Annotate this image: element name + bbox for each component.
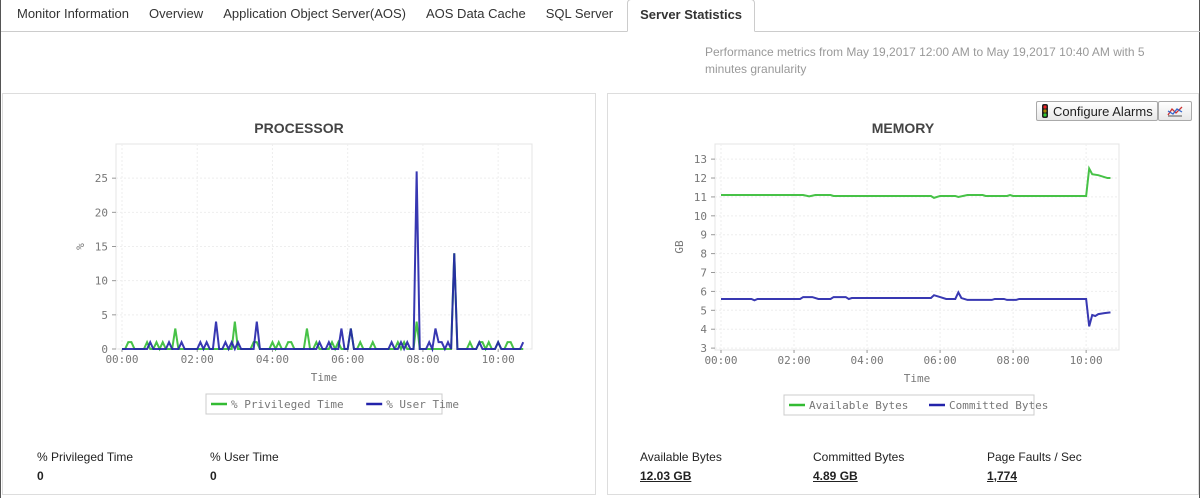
line-chart-icon: [1167, 106, 1183, 117]
x-tick-label: 06:00: [331, 353, 364, 366]
y-tick-label: 6: [700, 285, 707, 298]
y-tick-label: 3: [700, 342, 707, 355]
x-axis-label: Time: [904, 372, 931, 385]
legend-label: Available Bytes: [809, 399, 908, 412]
x-tick-label: 10:00: [482, 353, 515, 366]
stat-page-faults: Page Faults / Sec 1,774: [987, 450, 1082, 483]
y-tick-label: 8: [700, 248, 707, 261]
stat-label: Committed Bytes: [813, 450, 905, 464]
x-tick-label: 00:00: [105, 353, 138, 366]
tab-application-object-server-aos-[interactable]: Application Object Server(AOS): [223, 6, 406, 21]
x-tick-label: 02:00: [777, 354, 810, 367]
x-tick-label: 08:00: [406, 353, 439, 366]
x-tick-label: 02:00: [181, 353, 214, 366]
memory-title: MEMORY: [871, 120, 935, 136]
tab-bar: Monitor Information Overview Application O…: [1, 0, 1200, 32]
y-tick-label: 0: [101, 343, 108, 356]
y-tick-label: 20: [95, 206, 108, 219]
legend-label: % User Time: [386, 398, 459, 411]
stat-value: 0: [210, 469, 217, 483]
y-tick-label: 5: [700, 304, 707, 317]
x-tick-label: 06:00: [924, 354, 957, 367]
legend-label: Committed Bytes: [949, 399, 1048, 412]
x-tick-label: 04:00: [256, 353, 289, 366]
legend: [205, 393, 443, 415]
stat-value-link[interactable]: 1,774: [987, 469, 1018, 483]
y-tick-label: 10: [95, 275, 108, 288]
y-tick-label: 9: [700, 229, 707, 242]
traffic-light-icon: [1042, 104, 1048, 118]
stat-value: 0: [37, 469, 44, 483]
y-tick-label: 11: [694, 191, 707, 204]
plot-area: [714, 143, 1120, 351]
y-tick-label: 25: [95, 172, 108, 185]
memory-panel: MEMORY Configure Alarms 00:00 02:00 04:00 0…: [607, 93, 1199, 495]
tab-server-statistics[interactable]: Server Statistics: [627, 0, 756, 32]
tab-sql-server[interactable]: SQL Server: [545, 6, 614, 21]
x-tick-label: 00:00: [704, 354, 737, 367]
stat-value-link[interactable]: 4.89 GB: [813, 469, 858, 483]
legend: [783, 394, 1035, 416]
processor-chart: 00:00 02:00 04:00 06:00 08:00 10:00 0 5 10 15 20 25…: [74, 143, 533, 415]
memory-chart: 00:00 02:00 04:00 06:00 08:00 10:00 3 4 5 6 7 8 9 10 1…: [673, 143, 1120, 416]
legend-label: % Privileged Time: [231, 398, 344, 411]
y-tick-label: 7: [700, 267, 707, 280]
y-tick-label: 10: [694, 210, 707, 223]
stat-value-link[interactable]: 12.03 GB: [640, 469, 692, 483]
tab-monitor-information[interactable]: Monitor Information: [17, 6, 129, 21]
y-tick-label: 5: [101, 309, 108, 322]
stat-label: Page Faults / Sec: [987, 450, 1082, 464]
stat-committed-bytes: Committed Bytes 4.89 GB: [813, 450, 904, 483]
series-line-1: [122, 171, 525, 353]
configure-alarms-button[interactable]: Configure Alarms: [1036, 101, 1158, 121]
x-axis-label: Time: [311, 371, 338, 384]
x-tick-label: 04:00: [850, 354, 883, 367]
stat-label: Available Bytes: [640, 450, 722, 464]
configure-alarms-label: Configure Alarms: [1053, 103, 1153, 119]
stat-privileged-time: % Privileged Time 0: [37, 450, 133, 483]
stat-user-time: % User Time 0: [210, 450, 279, 483]
y-axis-label: GB: [673, 240, 686, 254]
chart-type-button[interactable]: [1158, 101, 1192, 121]
stat-label: % User Time: [210, 450, 279, 464]
x-tick-label: 08:00: [997, 354, 1030, 367]
series-line-1: [721, 290, 1111, 327]
y-axis-label: %: [74, 243, 87, 250]
y-tick-label: 15: [95, 241, 108, 254]
tab-aos-data-cache[interactable]: AOS Data Cache: [425, 6, 526, 21]
tab-overview[interactable]: Overview: [149, 6, 204, 21]
stat-label: % Privileged Time: [37, 450, 134, 464]
performance-range-text: Performance metrics from May 19,2017 12:…: [705, 45, 1145, 76]
x-tick-label: 10:00: [1070, 354, 1103, 367]
y-tick-label: 4: [700, 323, 707, 336]
series-line-0: [721, 165, 1111, 199]
processor-panel: PROCESSOR 00:00 02:00 04:00 06:00 08:00 10:00…: [2, 93, 596, 495]
y-tick-label: 13: [694, 153, 707, 166]
y-tick-label: 12: [694, 172, 707, 185]
processor-title: PROCESSOR: [254, 120, 344, 136]
stat-available-bytes: Available Bytes 12.03 GB: [640, 450, 722, 483]
